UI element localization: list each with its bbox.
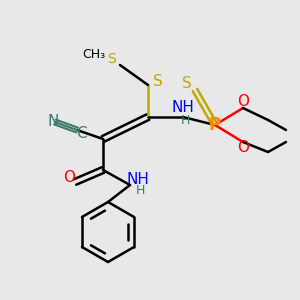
Text: C: C: [76, 127, 86, 142]
Text: O: O: [63, 170, 75, 185]
Text: N: N: [47, 115, 59, 130]
Text: P: P: [209, 116, 221, 134]
Text: NH: NH: [127, 172, 149, 187]
Text: S: S: [108, 52, 116, 66]
Text: H: H: [135, 184, 145, 196]
Text: S: S: [182, 76, 192, 92]
Text: NH: NH: [172, 100, 194, 115]
Text: O: O: [237, 140, 249, 155]
Text: CH₃: CH₃: [82, 49, 105, 62]
Text: S: S: [153, 74, 163, 88]
Text: H: H: [180, 115, 190, 128]
Text: O: O: [237, 94, 249, 110]
